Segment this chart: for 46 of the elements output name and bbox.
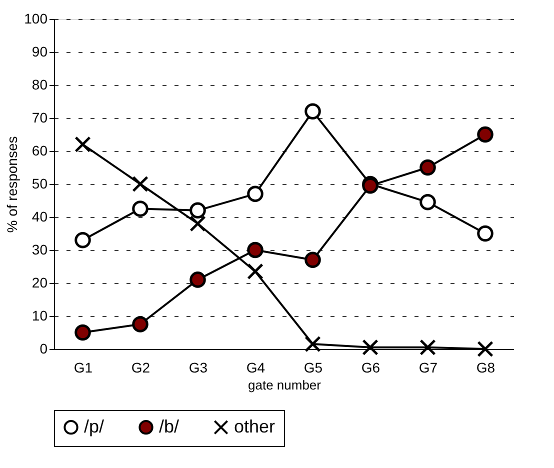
x-tick-label: G4 <box>246 360 266 376</box>
legend-label: /b/ <box>159 416 180 436</box>
point <box>132 316 148 332</box>
point <box>74 136 91 153</box>
point <box>132 176 148 192</box>
x-tick-label: G3 <box>188 360 208 376</box>
y-tick-label: 80 <box>32 76 48 92</box>
y-tick-label: 30 <box>32 242 48 258</box>
point <box>190 215 206 232</box>
point <box>420 194 436 210</box>
point <box>304 103 321 120</box>
y-tick-label: 100 <box>24 10 48 26</box>
y-tick-label: 50 <box>32 176 48 192</box>
point <box>477 126 494 143</box>
point <box>247 186 264 202</box>
point <box>420 339 436 356</box>
x-tick-label: G6 <box>361 360 380 376</box>
x-tick-label: G8 <box>476 360 496 376</box>
x-tick-label: G5 <box>304 360 323 376</box>
y-tick-label: 70 <box>32 110 48 126</box>
point <box>247 263 264 280</box>
point <box>304 336 321 352</box>
x-tick-label: G2 <box>131 360 150 376</box>
y-tick-label: 10 <box>32 308 48 324</box>
y-axis-title: % of responses <box>4 136 20 233</box>
point <box>74 232 91 248</box>
x-axis-title: gate number <box>248 378 322 392</box>
point <box>132 200 148 217</box>
point <box>362 339 378 356</box>
x-tick-label: G7 <box>418 360 438 376</box>
x-tick-label: G1 <box>74 360 93 376</box>
legend-label: other <box>234 416 276 436</box>
point <box>477 340 494 358</box>
y-tick-label: 0 <box>40 340 48 356</box>
y-tick-label: 40 <box>32 208 48 224</box>
y-tick-label: 90 <box>32 44 48 60</box>
point <box>477 225 494 242</box>
y-tick-label: 60 <box>32 142 48 158</box>
point <box>74 324 91 341</box>
point <box>247 242 264 258</box>
point <box>304 252 321 268</box>
legend-label: /p/ <box>84 416 104 436</box>
y-tick-label: 20 <box>32 274 48 290</box>
point <box>190 272 206 288</box>
point <box>420 159 436 176</box>
point <box>190 202 206 219</box>
